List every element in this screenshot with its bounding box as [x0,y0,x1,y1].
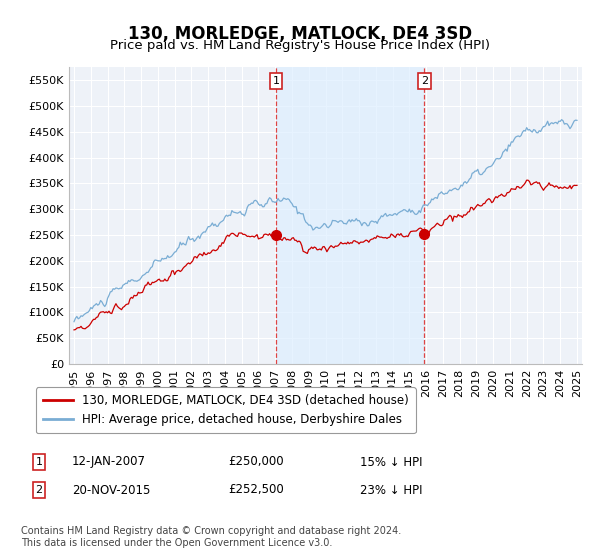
Text: 15% ↓ HPI: 15% ↓ HPI [360,455,422,469]
Text: Contains HM Land Registry data © Crown copyright and database right 2024.
This d: Contains HM Land Registry data © Crown c… [21,526,401,548]
Text: 2: 2 [35,485,43,495]
Text: £252,500: £252,500 [228,483,284,497]
Bar [276,67,424,364]
Text: 1: 1 [35,457,43,467]
Text: 12-JAN-2007: 12-JAN-2007 [72,455,146,469]
Text: Price paid vs. HM Land Registry's House Price Index (HPI): Price paid vs. HM Land Registry's House … [110,39,490,52]
Text: 130, MORLEDGE, MATLOCK, DE4 3SD: 130, MORLEDGE, MATLOCK, DE4 3SD [128,25,472,43]
Text: 20-NOV-2015: 20-NOV-2015 [72,483,151,497]
Text: 1: 1 [272,76,280,86]
Text: £250,000: £250,000 [228,455,284,469]
Text: 23% ↓ HPI: 23% ↓ HPI [360,483,422,497]
Text: 2: 2 [421,76,428,86]
Legend: 130, MORLEDGE, MATLOCK, DE4 3SD (detached house), HPI: Average price, detached h: 130, MORLEDGE, MATLOCK, DE4 3SD (detache… [36,387,416,433]
